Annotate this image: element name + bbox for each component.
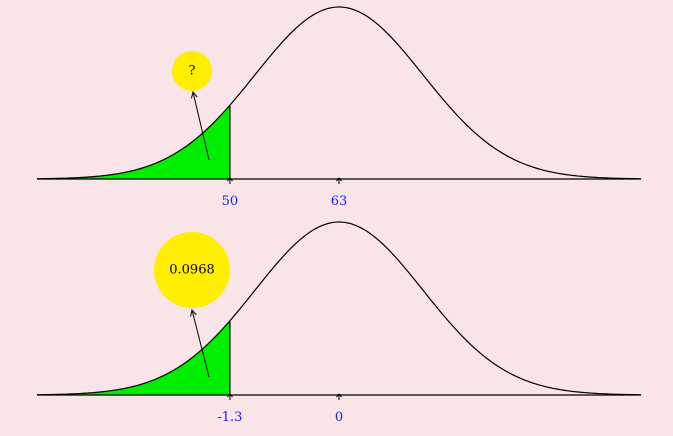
panel-bottom: -1.3 0 0.0968 <box>36 221 642 425</box>
shaded-area-top <box>37 105 230 179</box>
arrow-icon <box>193 92 210 161</box>
density-curve-bottom <box>36 221 642 396</box>
tick-arrow-icon <box>336 393 342 400</box>
density-curve-top <box>36 6 642 180</box>
shaded-area-bottom <box>37 320 230 395</box>
tick-mark-bottom-1 <box>227 393 233 400</box>
panel-top: 50 63 ? <box>36 6 642 209</box>
tick-label-bottom-1: -1.3 <box>217 410 242 425</box>
callout-bubble-top <box>172 51 212 91</box>
tick-mark-bottom-2 <box>336 393 342 400</box>
tick-arrow-icon <box>227 393 233 400</box>
tick-label-top-1: 50 <box>222 194 239 209</box>
tick-arrow-icon <box>227 177 233 184</box>
tick-label-top-2: 63 <box>331 194 348 209</box>
callout-bubble-bottom <box>154 232 230 308</box>
tick-mark-top-2 <box>336 177 342 184</box>
tick-label-bottom-2: 0 <box>335 410 343 425</box>
arrow-icon <box>192 310 210 378</box>
callout-label-bottom: 0.0968 <box>169 263 215 278</box>
tick-arrow-icon <box>336 177 342 184</box>
callout-label-top: ? <box>189 64 196 79</box>
tick-mark-top-1 <box>227 177 233 184</box>
